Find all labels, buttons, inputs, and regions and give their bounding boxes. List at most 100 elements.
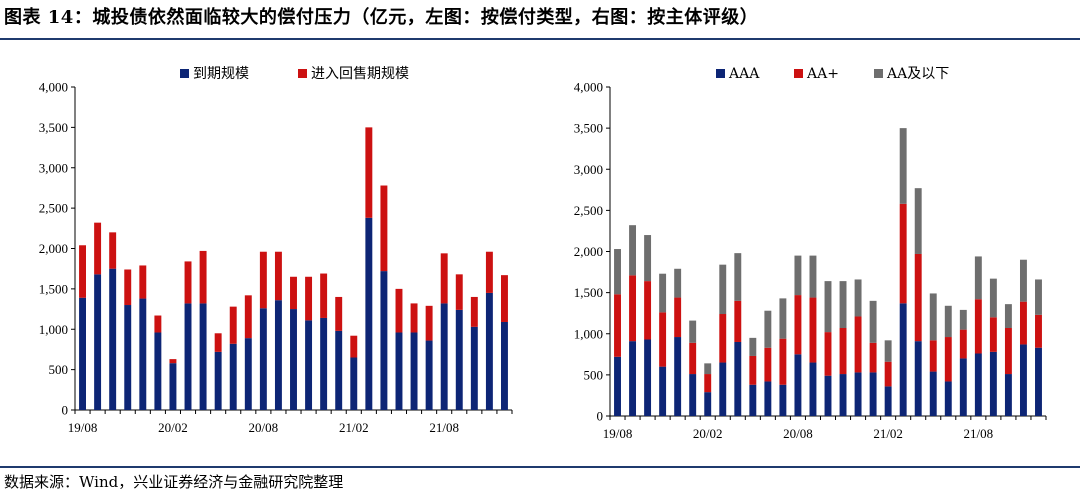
- bar-segment-3: [704, 363, 712, 375]
- bar-segment-2: [809, 297, 817, 363]
- bar-segment-1: [305, 320, 313, 410]
- bar-segment-1: [274, 300, 282, 410]
- bar-segment-1: [290, 309, 297, 410]
- bar-segment-1: [659, 366, 667, 416]
- bar-segment-2: [455, 274, 463, 310]
- bar-segment-2: [94, 222, 102, 275]
- bar-segment-1: [455, 309, 463, 410]
- x-tick-label: 20/08: [783, 426, 813, 441]
- bar-segment-2: [395, 288, 403, 333]
- bar-segment-1: [719, 362, 727, 416]
- legend-label: AAA: [728, 66, 760, 82]
- legend-label: 进入回售期规模: [311, 66, 409, 82]
- bar-segment-2: [274, 251, 282, 301]
- x-tick-label: 21/08: [429, 420, 459, 435]
- bar-segment-3: [944, 305, 952, 338]
- bar-segment-1: [1004, 374, 1012, 416]
- bar-segment-3: [794, 255, 802, 296]
- bar-segment-2: [485, 251, 493, 293]
- legend-label: AA及以下: [886, 66, 949, 82]
- bar-segment-1: [199, 303, 207, 410]
- bar-segment-2: [719, 314, 727, 363]
- bar-segment-3: [689, 320, 697, 343]
- x-tick-label: 21/08: [964, 426, 994, 441]
- bar-segment-2: [1035, 314, 1042, 348]
- chart-title: 图表 14：城投债依然面临较大的偿付压力（亿元，左图：按偿付类型，右图：按主体评…: [4, 7, 759, 28]
- bar-segment-1: [440, 303, 448, 410]
- bar-segment-1: [244, 338, 252, 410]
- y-tick-label: 3,000: [574, 162, 603, 177]
- bar-segment-3: [929, 293, 937, 341]
- bar-segment-2: [139, 265, 147, 299]
- bar-segment-2: [869, 342, 877, 373]
- y-tick-label: 2,500: [574, 203, 603, 218]
- bar-segment-2: [974, 299, 982, 354]
- bar-segment-1: [259, 308, 267, 410]
- bar-segment-2: [1004, 327, 1012, 375]
- bar-segment-1: [365, 217, 373, 410]
- bar-segment-1: [214, 351, 222, 410]
- bar-segment-2: [109, 232, 117, 269]
- y-tick-label: 500: [49, 362, 69, 377]
- bar-segment-2: [689, 342, 697, 375]
- bar-segment-3: [644, 235, 652, 282]
- bar-segment-2: [674, 297, 682, 338]
- bar-segment-1: [184, 303, 192, 410]
- bar-segment-3: [779, 298, 787, 339]
- legend-label: 到期规模: [193, 66, 249, 82]
- bar-segment-1: [989, 351, 997, 416]
- bar-segment-1: [335, 330, 343, 410]
- left-chart: 0 500 1,000 1,500 2,000 2,500 3,000 3,500 4,000 1…: [39, 66, 513, 435]
- bar-segment-3: [914, 188, 922, 254]
- bar-segment-2: [959, 329, 967, 359]
- y-tick-label: 2,000: [574, 244, 603, 259]
- bar-segment-1: [79, 297, 87, 410]
- bar-segment-3: [749, 337, 757, 356]
- bar-segment-1: [169, 363, 177, 410]
- bar-segment-1: [809, 362, 817, 416]
- bar-segment-3: [824, 281, 832, 333]
- bar-segment-1: [395, 332, 403, 410]
- bar-segment-1: [674, 337, 682, 416]
- x-tick-label: 20/08: [249, 420, 279, 435]
- y-tick-label: 1,000: [39, 322, 68, 337]
- bar-segment-3: [809, 255, 817, 298]
- bar-segment-3: [899, 128, 907, 204]
- bar-segment-1: [485, 292, 493, 410]
- y-tick-label: 1,500: [574, 285, 603, 300]
- y-tick-label: 4,000: [39, 80, 68, 95]
- bar-segment-2: [929, 340, 937, 372]
- bar-segment-1: [350, 357, 358, 410]
- top-rule: [0, 38, 1080, 40]
- bar-segment-1: [794, 354, 802, 416]
- legend-swatch: [180, 69, 189, 78]
- bar-segment-2: [244, 295, 252, 339]
- bar-segment-1: [139, 298, 147, 410]
- bar-segment-1: [614, 356, 621, 416]
- bar-segment-1: [124, 305, 132, 410]
- bar-segment-1: [839, 374, 847, 416]
- bar-segment-2: [365, 127, 373, 218]
- bar-segment-1: [229, 343, 237, 410]
- bar-segment-2: [380, 185, 388, 272]
- bar-segment-3: [614, 249, 621, 295]
- y-tick-label: 3,000: [39, 160, 68, 175]
- bar-segment-3: [734, 253, 742, 301]
- bar-segment-1: [704, 392, 712, 416]
- bar-segment-2: [764, 347, 772, 382]
- x-tick-label: 19/08: [603, 426, 633, 441]
- bar-segment-2: [614, 294, 621, 357]
- bar-segment-1: [320, 317, 328, 410]
- bar-segment-2: [169, 359, 177, 364]
- bar-segment-1: [899, 303, 907, 416]
- bar-segment-2: [290, 276, 297, 310]
- bar-segment-1: [380, 271, 388, 410]
- bar-segment-2: [320, 273, 328, 318]
- y-tick-label: 2,000: [39, 241, 68, 256]
- bar-segment-1: [824, 375, 832, 416]
- x-tick-label: 20/02: [693, 426, 723, 441]
- x-tick-label: 19/08: [68, 420, 98, 435]
- bar-segment-3: [854, 279, 862, 317]
- bar-segment-2: [184, 261, 192, 304]
- y-tick-label: 2,500: [39, 201, 68, 216]
